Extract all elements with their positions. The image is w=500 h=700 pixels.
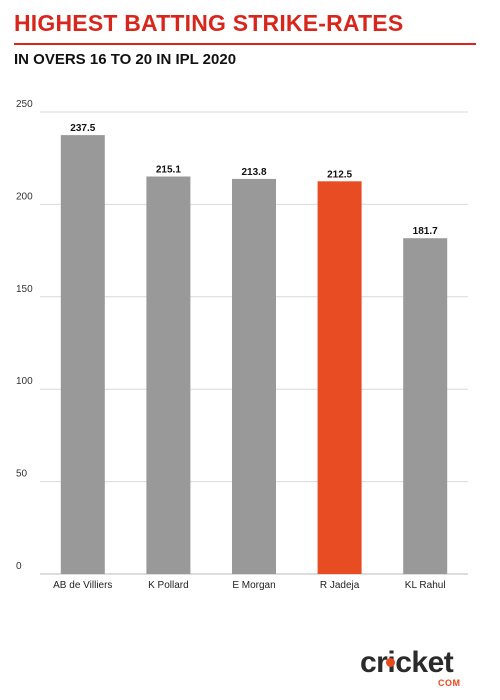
y-tick-label: 150 (16, 284, 33, 295)
logo-ball-icon (386, 658, 395, 667)
data-label: 213.8 (241, 167, 266, 178)
cricket-com-logo: cricket COM (360, 646, 472, 690)
bar (317, 181, 362, 575)
bar (403, 238, 448, 575)
title-underline (14, 43, 476, 45)
chart-title: HIGHEST BATTING STRIKE-RATES (14, 10, 404, 36)
x-tick-label: AB de Villiers (53, 580, 112, 591)
bar (146, 176, 191, 575)
bar (60, 135, 105, 574)
x-tick-label: R Jadeja (320, 580, 360, 591)
y-tick-label: 0 (16, 561, 22, 572)
logo-text: cricket (360, 646, 454, 679)
bar (232, 178, 276, 575)
y-tick-label: 250 (16, 99, 33, 110)
data-label: 215.1 (156, 164, 181, 175)
logo-suffix: COM (438, 678, 461, 688)
x-tick-label: E Morgan (232, 580, 275, 591)
y-tick-label: 50 (16, 469, 28, 480)
data-label: 237.5 (70, 123, 95, 134)
y-tick-label: 200 (16, 191, 33, 202)
chart-subtitle: IN OVERS 16 TO 20 IN IPL 2020 (14, 51, 237, 68)
x-tick-label: K Pollard (148, 580, 189, 591)
data-label: 181.7 (413, 226, 438, 237)
y-tick-label: 100 (16, 376, 33, 387)
data-label: 212.5 (327, 169, 352, 180)
x-tick-label: KL Rahul (405, 580, 446, 591)
